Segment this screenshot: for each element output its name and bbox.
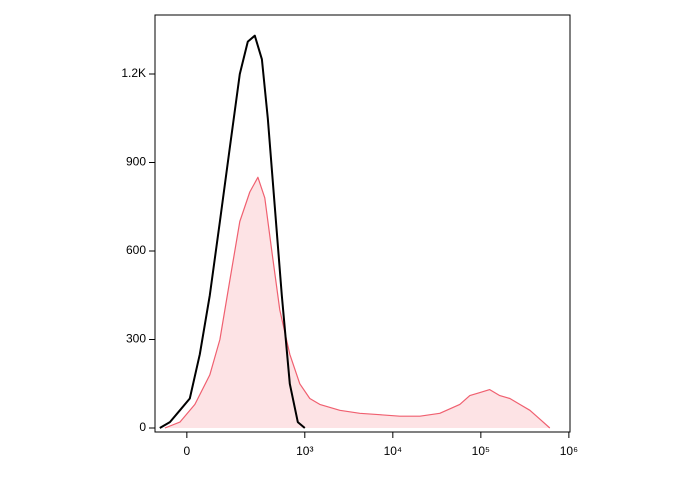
- x-tick-label: 10⁶: [560, 444, 578, 458]
- y-tick-label: 0: [139, 420, 146, 434]
- x-tick-label: 10⁴: [384, 444, 403, 458]
- y-tick-label: 900: [126, 155, 146, 169]
- y-tick-label: 1.2K: [121, 66, 146, 80]
- y-tick-label: 600: [126, 243, 146, 257]
- plot-frame: [154, 14, 571, 433]
- x-tick-label: 10³: [296, 444, 313, 458]
- line: [164, 176, 551, 429]
- line: [159, 34, 306, 429]
- x-tick-label: 10⁵: [472, 444, 490, 458]
- y-tick-label: 300: [126, 332, 146, 346]
- area: [164, 177, 550, 428]
- x-tick-label: 0: [184, 444, 191, 458]
